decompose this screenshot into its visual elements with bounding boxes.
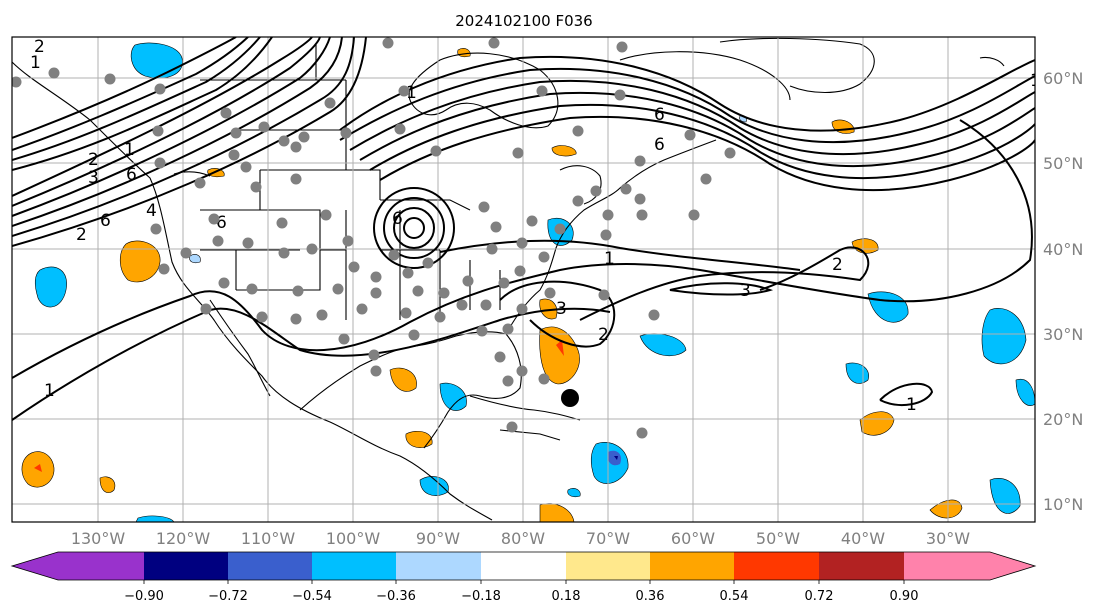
colorbar-tick: 0.36 — [636, 589, 665, 604]
svg-text:4: 4 — [146, 201, 157, 221]
colorbar-tick: −0.54 — [292, 589, 332, 604]
svg-text:6: 6 — [654, 135, 665, 155]
colorbar-tick: −0.90 — [124, 589, 164, 604]
svg-text:30°W: 30°W — [926, 529, 970, 548]
colorbar-bin — [396, 552, 481, 580]
colorbar-bin — [819, 552, 904, 580]
svg-text:3: 3 — [556, 299, 567, 319]
station-dots — [12, 37, 736, 439]
svg-text:6: 6 — [100, 211, 111, 231]
contour-labels: 2 1 2 3 6 1 2 6 4 6 1 6 6 6 1 1 3 2 3 2 … — [30, 37, 1041, 415]
colorbar-bin — [481, 552, 566, 580]
colorbar-tick: −0.18 — [461, 589, 501, 604]
colorbar-tick: −0.72 — [208, 589, 248, 604]
svg-text:130°W: 130°W — [71, 529, 126, 548]
svg-text:60°N: 60°N — [1043, 69, 1083, 88]
svg-text:110°W: 110°W — [241, 529, 296, 548]
svg-text:40°N: 40°N — [1043, 240, 1083, 259]
svg-text:2: 2 — [34, 37, 45, 57]
svg-text:3: 3 — [88, 168, 99, 188]
svg-text:120°W: 120°W — [156, 529, 211, 548]
svg-text:60°W: 60°W — [671, 529, 715, 548]
storm-center-marker — [561, 389, 579, 407]
colorbar-bin — [228, 552, 312, 580]
colorbar-bin — [58, 552, 144, 580]
colorbar-bin — [650, 552, 734, 580]
colorbar: −0.90 −0.72 −0.54 −0.36 −0.18 0.18 0.36 … — [10, 551, 1037, 604]
svg-text:50°W: 50°W — [756, 529, 800, 548]
svg-text:2: 2 — [76, 225, 87, 245]
svg-text:40°W: 40°W — [841, 529, 885, 548]
svg-text:2: 2 — [598, 325, 609, 345]
svg-text:90°W: 90°W — [416, 529, 460, 548]
colorbar-tick: 0.54 — [720, 589, 749, 604]
svg-text:2: 2 — [88, 150, 99, 170]
colorbar-bin — [734, 552, 819, 580]
svg-text:100°W: 100°W — [326, 529, 381, 548]
svg-text:6: 6 — [126, 165, 137, 185]
colorbar-extend-max — [990, 552, 1035, 580]
svg-text:10°N: 10°N — [1043, 495, 1083, 514]
latitude-labels: 60°N 50°N 40°N 30°N 20°N 10°N — [1043, 69, 1083, 514]
svg-text:70°W: 70°W — [586, 529, 630, 548]
svg-text:1: 1 — [44, 381, 55, 401]
colorbar-tick: 0.90 — [890, 589, 919, 604]
colorbar-bin — [144, 552, 228, 580]
colorbar-bin — [312, 552, 396, 580]
svg-text:30°N: 30°N — [1043, 325, 1083, 344]
colorbar-extend-min — [12, 552, 58, 580]
colorbar-bin — [566, 552, 650, 580]
svg-text:1: 1 — [1030, 71, 1041, 91]
svg-text:1: 1 — [406, 83, 417, 103]
svg-text:50°N: 50°N — [1043, 154, 1083, 173]
svg-text:6: 6 — [392, 209, 403, 229]
anomaly-shading — [21, 42, 1035, 522]
colorbar-bin — [904, 552, 990, 580]
svg-text:6: 6 — [654, 105, 665, 125]
map-area: 2 1 2 3 6 1 2 6 4 6 1 6 6 6 1 1 3 2 3 2 … — [12, 37, 1041, 522]
svg-text:1: 1 — [906, 395, 917, 415]
longitude-labels: 130°W 120°W 110°W 100°W 90°W 80°W 70°W 6… — [71, 529, 970, 548]
contours — [12, 37, 1035, 421]
svg-text:2: 2 — [832, 255, 843, 275]
map-frame — [11, 36, 1036, 523]
svg-text:1: 1 — [604, 249, 615, 269]
svg-text:6: 6 — [216, 213, 227, 233]
svg-text:1: 1 — [30, 53, 41, 73]
svg-text:1: 1 — [124, 140, 135, 160]
svg-text:80°W: 80°W — [501, 529, 545, 548]
svg-text:20°N: 20°N — [1043, 410, 1083, 429]
colorbar-tick: −0.36 — [376, 589, 416, 604]
colorbar-tick: 0.18 — [552, 589, 581, 604]
map-title: 2024102100 F036 — [455, 12, 592, 30]
svg-text:3: 3 — [740, 281, 751, 301]
colorbar-tick: 0.72 — [805, 589, 834, 604]
